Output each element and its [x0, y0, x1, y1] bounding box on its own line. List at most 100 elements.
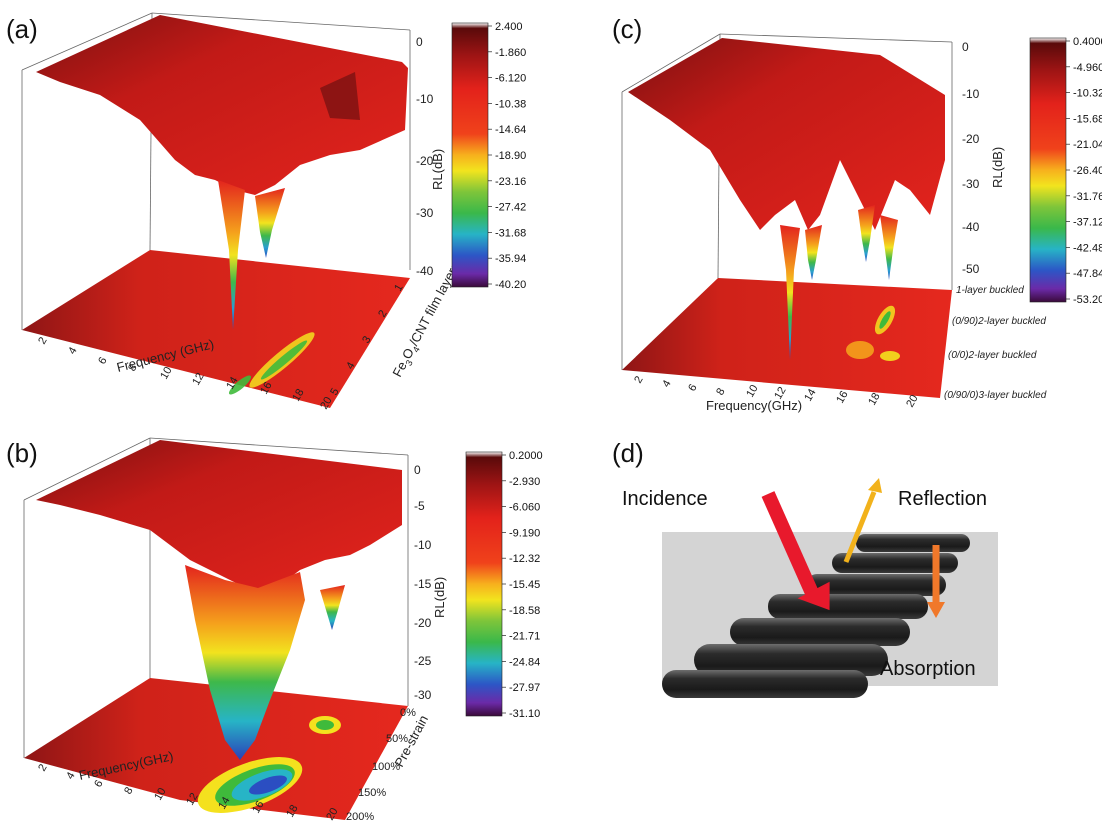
panel-c-zlabel: RL(dB) — [990, 147, 1005, 188]
panel-a-colorbar-tick-label: -14.64 — [495, 124, 526, 136]
panel-c-ytick: 1-layer buckled — [956, 285, 1024, 296]
panel-c-colorbar-tick-label: -42.48 — [1073, 242, 1102, 254]
panel-a-zlabel: RL(dB) — [430, 149, 445, 190]
absorption-arrow — [927, 545, 945, 618]
panel-b: (b) 0 -5 -10 -15 -20 -25 -30 RL(dB) — [6, 437, 543, 823]
panel-c-xtick: 16 — [834, 389, 851, 406]
panel-b-xtick: 6 — [92, 778, 105, 789]
panel-c-ztick: 0 — [962, 40, 969, 54]
panel-c-ztick: -10 — [962, 87, 980, 101]
panel-b-colorbar-tick-label: -31.10 — [509, 708, 540, 720]
panel-a-colorbar: 2.400 -1.860 -6.120 -10.38 -14.64 -18.90 -23.1… — [451, 21, 526, 291]
reflection-arrow — [843, 478, 882, 563]
panel-a-colorbar-tick-label: -23.16 — [495, 176, 526, 188]
panel-b-colorbar-tick-label: -15.45 — [509, 579, 540, 591]
panel-a-dip-2 — [255, 188, 285, 258]
panel-b-colorbar-tick-label: -12.32 — [509, 553, 540, 565]
panel-b-surface — [36, 440, 402, 590]
panel-b-ytick: 150% — [358, 787, 386, 799]
panel-a-colorbar-tick-label: -31.68 — [495, 227, 526, 239]
panel-b-xtick: 4 — [64, 770, 77, 781]
panel-b-ztick: -25 — [414, 654, 432, 668]
panel-c-frame — [621, 33, 953, 370]
panel-c-z-axis: 0 -10 -20 -30 -40 -50 RL(dB) — [962, 40, 1005, 276]
panel-b-ytick: 0% — [400, 707, 416, 719]
panel-b-colorbar-tick-label: -24.84 — [509, 656, 540, 668]
panel-c-xlabel: Frequency(GHz) — [706, 398, 802, 413]
panel-a-xtick: 18 — [290, 387, 307, 404]
panel-b-ztick: -10 — [414, 538, 432, 552]
panel-b-xtick: 10 — [152, 786, 169, 803]
panel-a-ztick-1: -10 — [416, 92, 434, 106]
panel-c-surface — [628, 38, 945, 230]
panel-a-ytick: 4 — [344, 360, 357, 371]
panel-c-xtick: 12 — [772, 385, 789, 402]
panel-a-ytick: 5 — [328, 386, 341, 397]
panel-b-frame — [23, 437, 409, 758]
panel-c-colorbar-tick-label: -4.960 — [1073, 62, 1102, 74]
panel-a-xtick: 14 — [224, 375, 241, 392]
panel-b-xtick: 2 — [36, 762, 49, 773]
panel-c-dip-1 — [780, 225, 800, 360]
panel-c-dip-2 — [805, 225, 822, 280]
panel-c-colorbar-tick-label: 0.4000 — [1073, 36, 1102, 48]
panel-c-ytick: (0/90)2-layer buckled — [952, 316, 1046, 327]
panel-b-ytick: 100% — [372, 761, 400, 773]
panel-a-colorbar-tick-label: -6.120 — [495, 73, 526, 85]
panel-b-colorbar-tick-label: -21.71 — [509, 631, 540, 643]
panel-c-xtick: 14 — [802, 387, 819, 404]
panel-c-xtick: 8 — [714, 386, 727, 397]
panel-b-ztick: -20 — [414, 616, 432, 630]
panel-a-floor — [22, 250, 410, 408]
panel-b-xtick: 20 — [324, 806, 341, 823]
panel-c-xtick: 6 — [686, 382, 699, 393]
panel-a-colorbar-tick-label: 2.400 — [495, 21, 523, 33]
panel-c-colorbar-tick-label: -10.32 — [1073, 88, 1102, 100]
panel-a-xtick: 10 — [158, 365, 175, 382]
panel-a-label: (a) — [6, 14, 38, 44]
panel-d: (d) Incidence Reflection Absorption — [612, 438, 998, 698]
panel-b-xtick: 8 — [122, 785, 135, 796]
absorption-label: Absorption — [880, 658, 976, 680]
panel-b-colorbar-tick-label: -27.97 — [509, 682, 540, 694]
panel-c-ytick: (0/90/0)3-layer buckled — [944, 390, 1047, 401]
panel-a-xtick: 8 — [126, 362, 139, 373]
panel-b-xtick: 18 — [284, 803, 301, 820]
panel-b-zlabel: RL(dB) — [432, 577, 447, 618]
panel-c-colorbar: 0.4000 -4.960 -10.32 -15.68 -21.04 -26.40 -31.… — [1029, 36, 1102, 306]
panel-c-colorbar-tick-label: -21.04 — [1073, 139, 1102, 151]
panel-a-ztick-0: 0 — [416, 35, 423, 49]
panel-b-ztick: -30 — [414, 688, 432, 702]
panel-a-xtick: 4 — [66, 345, 79, 356]
panel-c-ztick: -30 — [962, 177, 980, 191]
panel-a-ztick-3: -30 — [416, 206, 434, 220]
reflection-label: Reflection — [898, 488, 987, 510]
panel-b-floor — [24, 678, 408, 820]
panel-c-x-axis: 2 4 6 8 10 12 14 16 18 20 Frequency(GHz) — [632, 374, 921, 413]
panel-c-dip-4 — [880, 215, 898, 280]
panel-b-colorbar-tick-label: -2.930 — [509, 476, 540, 488]
panel-a-surface — [36, 15, 408, 195]
panel-d-label: (d) — [612, 438, 644, 468]
panel-b-ztick: -5 — [414, 499, 425, 513]
panel-a-colorbar-tick-label: -10.38 — [495, 98, 526, 110]
panel-b-ztick: -15 — [414, 577, 432, 591]
panel-a-ytick: 3 — [360, 334, 373, 345]
panel-c-xtick: 2 — [632, 374, 645, 385]
panel-a-ytick: 2 — [376, 308, 389, 319]
panel-a-z-axis: 0 -10 -20 -30 -40 RL(dB) — [416, 35, 445, 278]
panel-b-colorbar-tick-label: -6.060 — [509, 502, 540, 514]
panel-a-ztick-4: -40 — [416, 264, 434, 278]
panel-a-xtick: 16 — [258, 380, 275, 397]
panel-a-xtick: 6 — [96, 355, 109, 366]
panel-a-colorbar-tick-label: -40.20 — [495, 279, 526, 291]
panel-a-xtick: 20 — [318, 395, 335, 412]
panel-c-xtick: 18 — [866, 391, 883, 408]
panel-c-ztick: -50 — [962, 262, 980, 276]
panel-c-colorbar-tick-label: -31.76 — [1073, 191, 1102, 203]
panel-b-ztick: 0 — [414, 463, 421, 477]
panel-b-xtick: 12 — [184, 791, 201, 808]
panel-c-floor — [622, 278, 952, 398]
panel-b-colorbar-tick-label: -9.190 — [509, 527, 540, 539]
